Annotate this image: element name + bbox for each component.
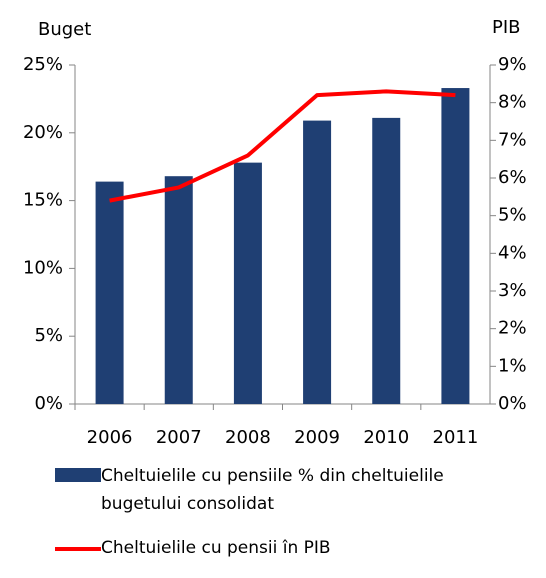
x-tick-label: 2011: [433, 427, 479, 448]
legend-label: Cheltuielile cu pensii în PIB: [101, 538, 331, 558]
y2-tick-label: 6%: [498, 167, 527, 188]
y-tick-label: 0%: [34, 393, 63, 414]
page: Buget PIB 0% 5% 10% 15% 20% 25% 0% 1% 2% 3% 4% 5% 6%…: [22, 17, 527, 558]
bar: [164, 176, 193, 404]
legend-entry: Cheltuielile cu pensii în PIB: [55, 534, 495, 562]
bar: [441, 88, 470, 404]
legend-swatch: [55, 462, 101, 490]
y2-tick-label: 3%: [498, 280, 527, 301]
x-tick-label: 2009: [294, 427, 340, 448]
bar: [95, 181, 124, 404]
legend-entry: Cheltuielile cu pensiile % din cheltuiel…: [55, 462, 495, 518]
legend-label: Cheltuielile cu pensiile % din cheltuiel…: [101, 466, 444, 514]
y-tick-label: 25%: [23, 54, 63, 75]
y2-tick-label: 1%: [498, 355, 527, 376]
x-tick-label: 2007: [156, 427, 202, 448]
x-tick-label: 2010: [363, 427, 409, 448]
y-tick-label: 10%: [23, 257, 63, 278]
bar: [372, 117, 401, 404]
x-tick-label: 2006: [87, 427, 133, 448]
y2-tick-label: 2%: [498, 318, 527, 339]
y-axis-label: Buget: [38, 19, 91, 40]
bar: [303, 120, 332, 404]
legend: Cheltuielile cu pensiile % din cheltuiel…: [0, 462, 546, 578]
legend-swatch: [55, 534, 101, 562]
y2-tick-label: 8%: [498, 92, 527, 113]
y-tick-label: 20%: [23, 122, 63, 143]
y2-tick-label: 0%: [498, 393, 527, 414]
x-tick-label: 2008: [225, 427, 271, 448]
y2-tick-label: 7%: [498, 129, 527, 150]
line-series: [109, 89, 456, 203]
chart: Buget PIB 0% 5% 10% 15% 20% 25% 0% 1% 2% 3% 4% 5% 6%…: [23, 17, 527, 448]
y2-tick-label: 4%: [498, 242, 527, 263]
y2-tick-label: 5%: [498, 205, 527, 226]
y-tick-label: 15%: [23, 190, 63, 211]
y2-axis-label: PIB: [492, 17, 521, 38]
y-tick-label: 5%: [34, 325, 63, 346]
y2-tick-label: 9%: [498, 54, 527, 75]
bar: [233, 162, 262, 404]
